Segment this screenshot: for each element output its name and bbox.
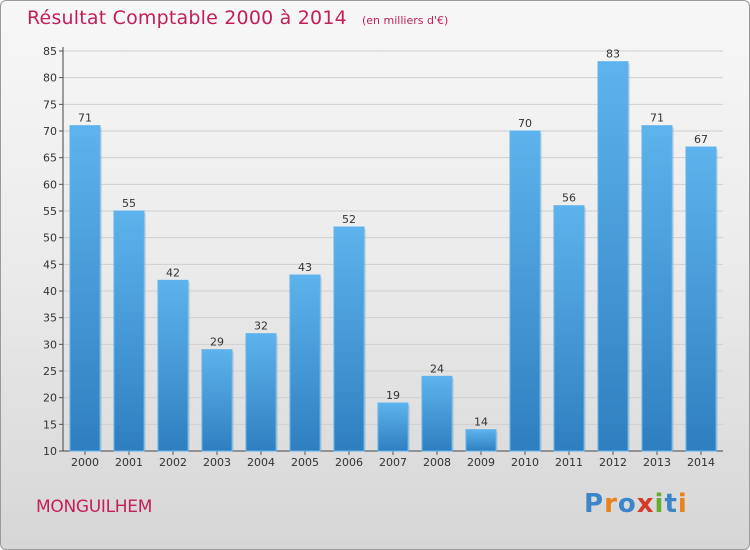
x-tick-label: 2010: [511, 456, 539, 469]
bar-value-label: 55: [122, 197, 136, 210]
bar: [289, 274, 321, 452]
logo-letter: o: [617, 489, 637, 519]
logo-letter: r: [604, 489, 618, 519]
y-tick-label: 85: [43, 45, 57, 58]
bar: [509, 130, 541, 452]
chart-title: Résultat Comptable 2000 à 2014: [27, 7, 347, 29]
x-tick-label: 2004: [247, 456, 275, 469]
bar: [465, 429, 497, 452]
bar-value-label: 19: [386, 389, 400, 402]
bar: [333, 226, 365, 452]
bar-value-label: 43: [298, 261, 312, 274]
y-tick-label: 75: [43, 98, 57, 111]
x-tick-label: 2003: [203, 456, 231, 469]
y-tick-label: 25: [43, 365, 57, 378]
bar: [421, 375, 453, 452]
bar: [113, 210, 145, 452]
bar: [201, 349, 233, 452]
y-tick-label: 35: [43, 312, 57, 325]
x-tick-label: 2008: [423, 456, 451, 469]
bar-value-label: 71: [78, 112, 92, 125]
x-tick-label: 2005: [291, 456, 319, 469]
bar-value-label: 71: [650, 112, 664, 125]
bar-value-label: 56: [562, 192, 576, 205]
bar: [685, 146, 717, 452]
x-tick-label: 2000: [71, 456, 99, 469]
x-tick-label: 2009: [467, 456, 495, 469]
bar-value-label: 83: [606, 48, 620, 61]
bar: [377, 402, 409, 452]
bar: [641, 125, 673, 452]
x-tick-label: 2007: [379, 456, 407, 469]
x-tick-label: 2014: [687, 456, 715, 469]
y-tick-label: 65: [43, 152, 57, 165]
bar-value-label: 14: [474, 416, 488, 429]
x-tick-label: 2013: [643, 456, 671, 469]
axes: 10 15 20 25 30 35 40 45 50 55 60 65 70 75 80 85 2000 2001…: [43, 45, 723, 469]
y-tick-label: 50: [43, 232, 57, 245]
y-tick-label: 30: [43, 338, 57, 351]
bar: [69, 125, 101, 452]
logo-letter: t: [664, 489, 678, 519]
y-tick-label: 10: [43, 445, 57, 458]
y-tick-label: 60: [43, 178, 57, 191]
logo-letter: i: [654, 489, 665, 519]
logo-letter: i: [677, 489, 688, 519]
chart-subtitle: (en milliers d'€): [361, 14, 449, 27]
y-tick-label: 40: [43, 285, 57, 298]
y-tick-label: 45: [43, 258, 57, 271]
title-block: Résultat Comptable 2000 à 2014 (en milli…: [27, 7, 448, 29]
bar-value-label: 32: [254, 320, 268, 333]
bar-value-label: 52: [342, 213, 356, 226]
bar-value-label: 67: [694, 133, 708, 146]
proxiti-logo: Proxiti: [584, 489, 688, 519]
commune-name: MONGUILHEM: [36, 497, 153, 517]
logo-letter: P: [584, 489, 605, 519]
bar: [553, 205, 585, 452]
bar-value-label: 29: [210, 336, 224, 349]
bar: [245, 333, 277, 452]
x-tick-label: 2011: [555, 456, 583, 469]
y-tick-label: 20: [43, 392, 57, 405]
x-tick-label: 2001: [115, 456, 143, 469]
y-tick-label: 55: [43, 205, 57, 218]
x-tick-label: 2002: [159, 456, 187, 469]
bar: [157, 279, 189, 452]
bar: [597, 61, 629, 452]
logo-letter: x: [636, 489, 655, 519]
bar-value-label: 70: [518, 117, 532, 130]
bar-value-label: 24: [430, 362, 444, 375]
x-tick-label: 2012: [599, 456, 627, 469]
y-tick-label: 15: [43, 418, 57, 431]
y-tick-label: 80: [43, 72, 57, 85]
x-tick-label: 2006: [335, 456, 363, 469]
bars: [69, 61, 718, 452]
bar-value-label: 42: [166, 266, 180, 279]
y-tick-label: 70: [43, 125, 57, 138]
data-labels: 71 55 42 29 32 43 52 19 24 14 70 56 83 71 67: [78, 48, 708, 429]
